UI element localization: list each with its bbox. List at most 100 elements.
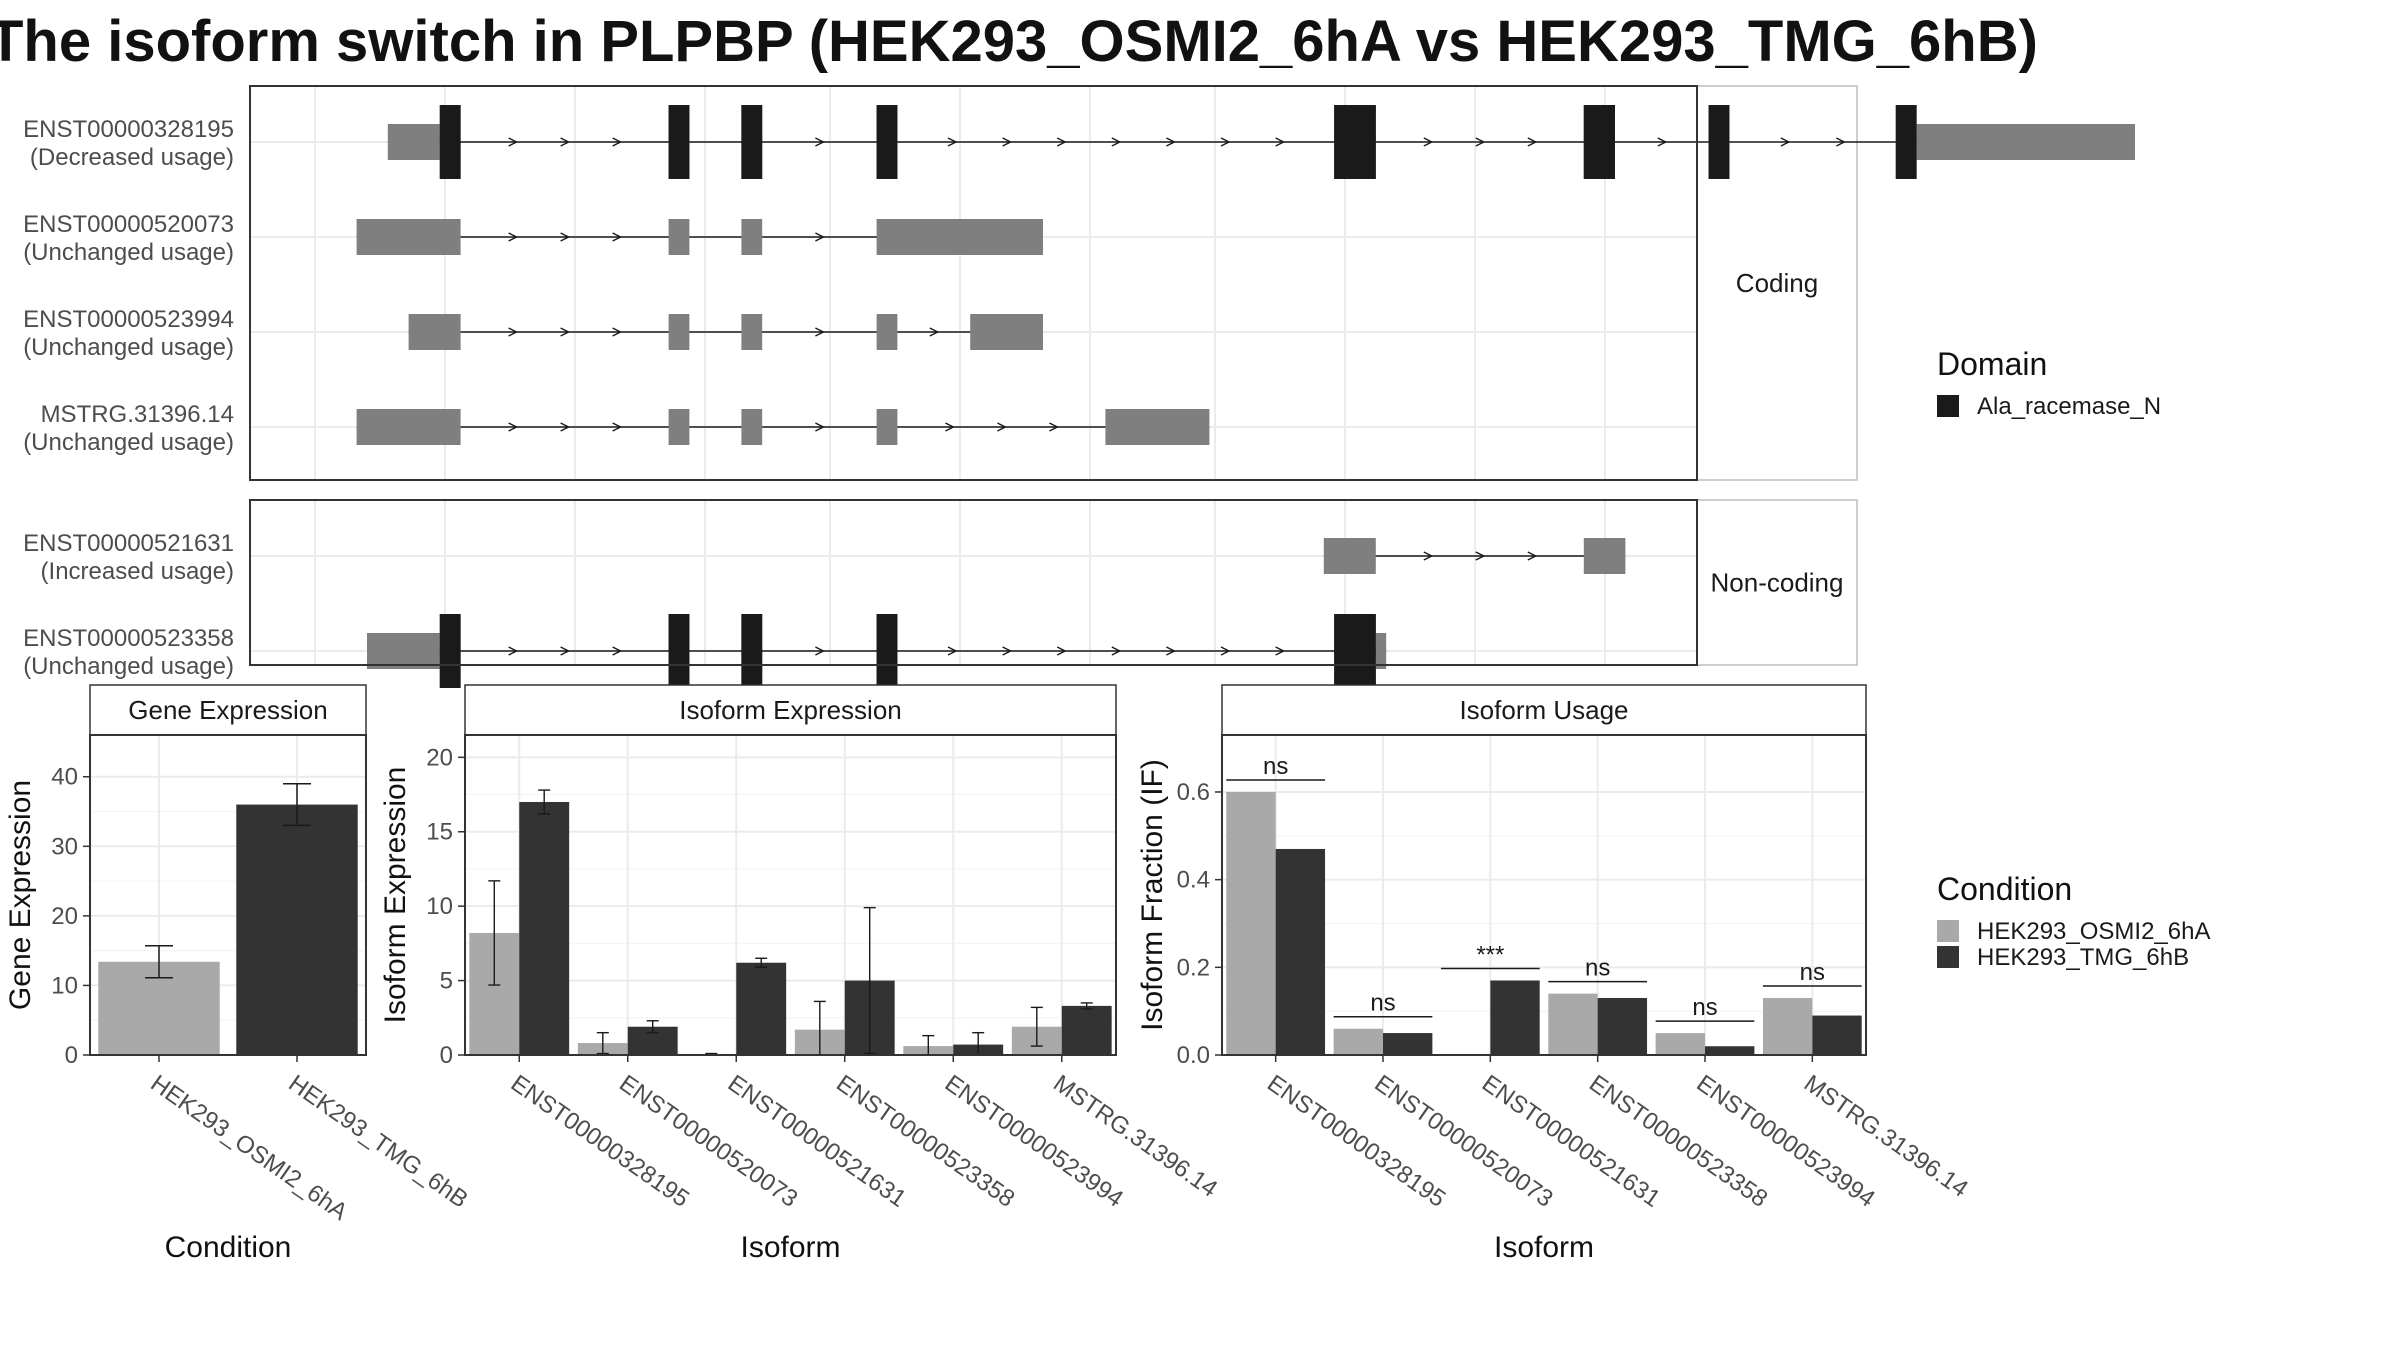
isoform-usage-label: (Unchanged usage) bbox=[23, 334, 234, 361]
legend-title: Condition bbox=[1937, 871, 2072, 907]
direction-arrow bbox=[929, 327, 940, 337]
chart-1: Isoform Expression 0 5 10 15 20 ENST0000032819… bbox=[379, 684, 1222, 1264]
chart-strip bbox=[89, 684, 367, 736]
direction-arrow bbox=[1475, 551, 1486, 561]
bar bbox=[1333, 1028, 1383, 1055]
direction-arrow bbox=[612, 137, 623, 147]
domain-ala-racemase-n bbox=[1334, 105, 1376, 179]
y-axis-title: Gene Expression bbox=[4, 780, 37, 1010]
figure-title: The isoform switch in PLPBP (HEK293_OSMI… bbox=[0, 9, 2038, 74]
exon-utr bbox=[668, 219, 690, 255]
x-axis-title: Isoform bbox=[740, 1231, 840, 1264]
legend-swatch bbox=[1937, 946, 1959, 968]
direction-arrow bbox=[1657, 137, 1668, 147]
chart-border bbox=[1221, 734, 1867, 1056]
bar bbox=[1275, 848, 1326, 1055]
direction-arrow bbox=[815, 327, 825, 337]
facet-strip bbox=[1696, 85, 1858, 481]
direction-arrow bbox=[612, 422, 623, 432]
y-tick-label: 10 bbox=[51, 972, 78, 999]
isoform-usage-label: (Unchanged usage) bbox=[23, 653, 234, 680]
x-tick-label: ENST00000523358 bbox=[1584, 1070, 1772, 1213]
exon-utr bbox=[876, 409, 898, 445]
y-tick-label: 5 bbox=[440, 968, 453, 995]
bar bbox=[1597, 998, 1648, 1055]
x-tick-label: ENST00000523358 bbox=[831, 1070, 1019, 1213]
isoform-usage-label: (Unchanged usage) bbox=[23, 239, 234, 266]
x-tick-label: ENST00000521631 bbox=[723, 1070, 911, 1213]
chart-2: Isoform Usage 0.0 0.2 0.4 0.6 ns ENST000003281… bbox=[1136, 684, 1973, 1264]
exon-utr bbox=[741, 219, 763, 255]
bar bbox=[1655, 1033, 1705, 1055]
direction-arrow bbox=[508, 422, 519, 432]
bar bbox=[1705, 1046, 1755, 1055]
direction-arrow bbox=[508, 232, 519, 242]
significance-label: ns bbox=[1692, 994, 1717, 1021]
domain-ala-racemase-n bbox=[439, 614, 461, 688]
exon-utr bbox=[387, 124, 440, 160]
isoform-name-label: ENST00000523994 bbox=[23, 306, 234, 333]
domain-ala-racemase-n bbox=[876, 105, 898, 179]
isoform-usage-label: (Unchanged usage) bbox=[23, 429, 234, 456]
isoform-name-label: ENST00000521631 bbox=[23, 530, 234, 557]
bar bbox=[1226, 791, 1276, 1055]
direction-arrow bbox=[1275, 646, 1286, 656]
direction-arrow bbox=[947, 137, 958, 147]
panel-background bbox=[250, 86, 1697, 480]
direction-arrow bbox=[1049, 422, 1059, 432]
domain-ala-racemase-n bbox=[876, 614, 898, 688]
y-axis-title: Isoform Expression bbox=[379, 767, 412, 1024]
direction-arrow bbox=[1780, 137, 1791, 147]
direction-arrow bbox=[1056, 646, 1067, 656]
y-tick-label: 15 bbox=[426, 819, 453, 846]
direction-arrow bbox=[1836, 137, 1846, 147]
y-axis-title: Isoform Fraction (IF) bbox=[1136, 759, 1169, 1031]
chart-strip bbox=[1221, 684, 1867, 736]
exon-utr bbox=[408, 314, 461, 350]
direction-arrow bbox=[508, 327, 519, 337]
isoform-row: ENST00000328195(Decreased usage) bbox=[23, 105, 2135, 179]
legends: Domain Ala_racemase_N Condition HEK293_OSMI… bbox=[1937, 346, 2210, 971]
domain-ala-racemase-n bbox=[1895, 105, 1917, 179]
direction-arrow bbox=[815, 137, 825, 147]
x-tick-label: ENST00000328195 bbox=[1262, 1070, 1450, 1213]
y-tick-label: 30 bbox=[51, 833, 78, 860]
direction-arrow bbox=[1220, 646, 1231, 656]
direction-arrow bbox=[815, 646, 825, 656]
panel-border bbox=[249, 499, 1698, 666]
exon-utr bbox=[876, 314, 898, 350]
exon-utr bbox=[668, 314, 690, 350]
direction-arrow bbox=[1111, 646, 1122, 656]
direction-arrow bbox=[1111, 137, 1122, 147]
exon-utr bbox=[1105, 409, 1210, 445]
y-tick-label: 40 bbox=[51, 764, 78, 791]
isoform-name-label: ENST00000520073 bbox=[23, 211, 234, 238]
direction-arrow bbox=[1056, 137, 1067, 147]
legend-swatch bbox=[1937, 920, 1959, 942]
x-axis-title: Isoform bbox=[1494, 1231, 1594, 1264]
x-tick-label: ENST00000328195 bbox=[506, 1070, 694, 1213]
bar bbox=[519, 801, 570, 1055]
chart-0: Gene Expression010203040HEK293_OSMI2_6hA… bbox=[4, 684, 473, 1264]
direction-arrow bbox=[997, 422, 1007, 432]
legend-label: HEK293_TMG_6hB bbox=[1977, 944, 2189, 971]
bar bbox=[736, 962, 787, 1055]
legend-title: Domain bbox=[1937, 346, 2047, 382]
facet-strip bbox=[1696, 499, 1858, 666]
chart-border bbox=[464, 734, 1117, 1056]
isoform-row: MSTRG.31396.14(Unchanged usage) bbox=[23, 401, 1697, 456]
significance-label: ns bbox=[1585, 955, 1610, 982]
direction-arrow bbox=[1166, 137, 1176, 147]
isoform-name-label: MSTRG.31396.14 bbox=[41, 401, 234, 428]
y-tick-label: 0.0 bbox=[1177, 1042, 1210, 1069]
domain-ala-racemase-n bbox=[741, 614, 763, 688]
direction-arrow bbox=[508, 646, 519, 656]
bar bbox=[1490, 980, 1540, 1055]
exon-utr bbox=[1583, 538, 1626, 574]
direction-arrow bbox=[612, 646, 623, 656]
y-tick-label: 0 bbox=[440, 1042, 453, 1069]
domain-ala-racemase-n bbox=[439, 105, 461, 179]
panel-background bbox=[250, 500, 1697, 665]
facet-strip-label: Non-coding bbox=[1711, 568, 1844, 598]
